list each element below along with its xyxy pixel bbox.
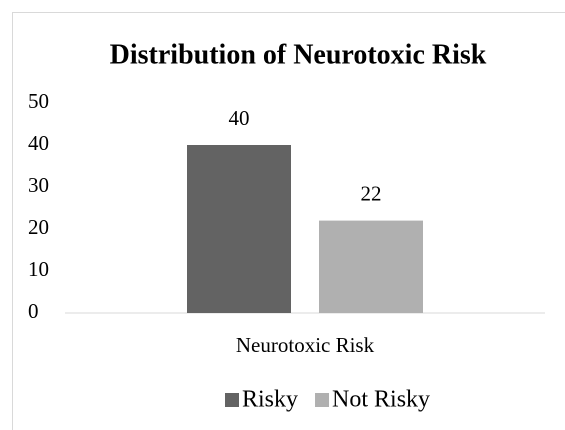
- legend-label: Risky: [242, 387, 298, 413]
- y-tick-label: 50: [28, 89, 49, 113]
- y-tick-label: 10: [28, 257, 49, 281]
- y-tick-label: 30: [28, 173, 49, 197]
- chart-title: Distribution of Neurotoxic Risk: [110, 39, 487, 70]
- legend-swatch: [315, 393, 330, 407]
- legend-label: Not Risky: [332, 387, 430, 413]
- y-tick-label: 40: [28, 131, 49, 155]
- bar: [187, 145, 291, 313]
- legend-swatch: [225, 393, 239, 407]
- y-tick-label: 20: [28, 215, 49, 239]
- data-label: 22: [361, 181, 382, 205]
- y-tick-label: 0: [28, 299, 39, 323]
- data-label: 40: [229, 106, 250, 130]
- bar: [319, 220, 423, 313]
- x-tick-label: Neurotoxic Risk: [236, 333, 375, 357]
